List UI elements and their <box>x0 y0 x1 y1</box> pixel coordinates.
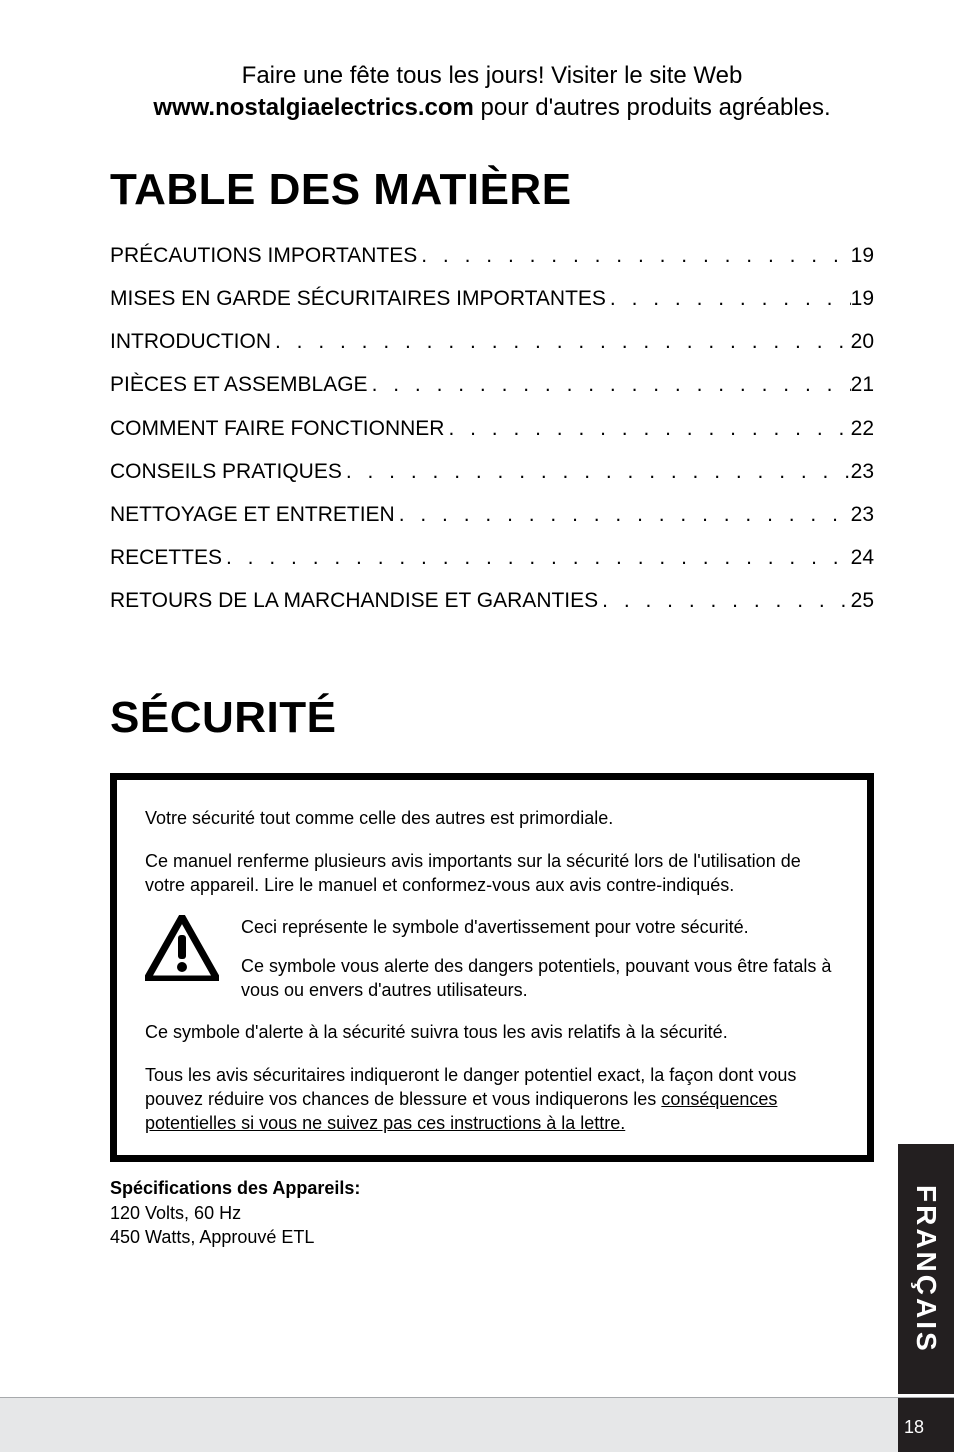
intro-block: Faire une fête tous les jours! Visiter l… <box>110 60 874 125</box>
toc-page: 19 <box>851 243 874 268</box>
toc-page: 23 <box>851 459 874 484</box>
toc-page: 23 <box>851 502 874 527</box>
toc-page: 19 <box>851 286 874 311</box>
toc-row: RECETTES 24 <box>110 545 874 570</box>
toc-label: CONSEILS PRATIQUES <box>110 459 342 484</box>
toc-dots <box>368 372 851 397</box>
safety-p4: Tous les avis sécuritaires indiqueront l… <box>145 1063 839 1136</box>
safety-p2: Ce manuel renferme plusieurs avis import… <box>145 849 839 898</box>
toc-dots <box>271 329 851 354</box>
toc-row: RETOURS DE LA MARCHANDISE ET GARANTIES 2… <box>110 588 874 613</box>
safety-box: Votre sécurité tout comme celle des autr… <box>110 773 874 1162</box>
page: Faire une fête tous les jours! Visiter l… <box>0 0 954 1452</box>
specs-l1: 120 Volts, 60 Hz <box>110 1201 874 1225</box>
page-number: 18 <box>904 1417 924 1438</box>
toc-heading: TABLE DES MATIÈRE <box>110 165 874 215</box>
language-tab: FRANÇAIS <box>898 1144 954 1394</box>
toc-dots <box>598 588 850 613</box>
language-tab-label: FRANÇAIS <box>910 1185 942 1354</box>
toc-label: NETTOYAGE ET ENTRETIEN <box>110 502 395 527</box>
toc-label: MISES EN GARDE SÉCURITAIRES IMPORTANTES <box>110 286 606 311</box>
safety-icon-l2: Ce symbole vous alerte des dangers poten… <box>241 954 839 1003</box>
warning-icon <box>145 915 219 981</box>
toc-page: 20 <box>851 329 874 354</box>
toc-row: PIÈCES ET ASSEMBLAGE 21 <box>110 372 874 397</box>
intro-line2-rest: pour d'autres produits agréables. <box>474 94 831 121</box>
safety-icon-row: Ceci représente le symbole d'avertisseme… <box>145 915 839 1002</box>
toc-dots <box>395 502 851 527</box>
toc-dots <box>222 545 851 570</box>
toc: PRÉCAUTIONS IMPORTANTES 19 MISES EN GARD… <box>110 243 874 614</box>
specs-block: Spécifications des Appareils: 120 Volts,… <box>110 1176 874 1249</box>
toc-row: MISES EN GARDE SÉCURITAIRES IMPORTANTES … <box>110 286 874 311</box>
intro-line1: Faire une fête tous les jours! Visiter l… <box>242 62 743 89</box>
toc-dots <box>417 243 850 268</box>
toc-dots <box>342 459 851 484</box>
toc-row: INTRODUCTION 20 <box>110 329 874 354</box>
safety-p3: Ce symbole d'alerte à la sécurité suivra… <box>145 1020 839 1044</box>
safety-icon-l1: Ceci représente le symbole d'avertisseme… <box>241 915 839 939</box>
toc-label: COMMENT FAIRE FONCTIONNER <box>110 416 444 441</box>
intro-site-bold: www.nostalgiaelectrics.com <box>153 94 474 121</box>
toc-dots <box>606 286 851 311</box>
specs-l2: 450 Watts, Approuvé ETL <box>110 1225 874 1249</box>
toc-label: RETOURS DE LA MARCHANDISE ET GARANTIES <box>110 588 598 613</box>
toc-page: 22 <box>851 416 874 441</box>
footer-bar <box>0 1397 954 1452</box>
toc-page: 24 <box>851 545 874 570</box>
toc-row: CONSEILS PRATIQUES 23 <box>110 459 874 484</box>
toc-label: RECETTES <box>110 545 222 570</box>
toc-row: COMMENT FAIRE FONCTIONNER 22 <box>110 416 874 441</box>
toc-label: PIÈCES ET ASSEMBLAGE <box>110 372 368 397</box>
toc-page: 25 <box>851 588 874 613</box>
toc-row: PRÉCAUTIONS IMPORTANTES 19 <box>110 243 874 268</box>
toc-row: NETTOYAGE ET ENTRETIEN 23 <box>110 502 874 527</box>
toc-label: PRÉCAUTIONS IMPORTANTES <box>110 243 417 268</box>
security-heading: SÉCURITÉ <box>110 693 874 743</box>
safety-p1: Votre sécurité tout comme celle des autr… <box>145 806 839 830</box>
toc-dots <box>444 416 850 441</box>
toc-label: INTRODUCTION <box>110 329 271 354</box>
safety-icon-text: Ceci représente le symbole d'avertisseme… <box>241 915 839 1002</box>
specs-heading: Spécifications des Appareils: <box>110 1176 874 1200</box>
toc-page: 21 <box>851 372 874 397</box>
